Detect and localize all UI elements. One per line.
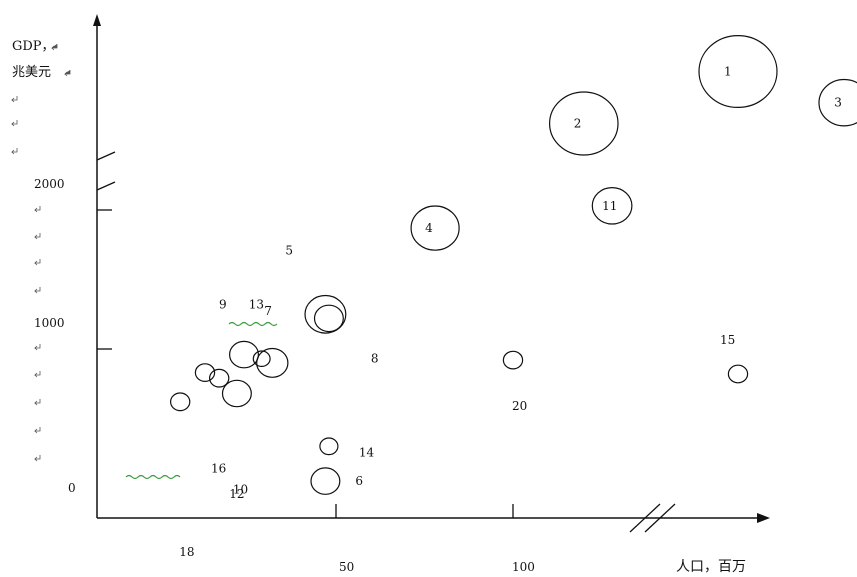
y-axis-arrow <box>93 14 101 26</box>
bubble-label-12: 12 <box>229 487 244 501</box>
bubble-2 <box>548 91 619 156</box>
x-axis-break-2 <box>644 503 676 533</box>
return-mark <box>34 287 41 294</box>
return-mark <box>34 206 41 213</box>
bubble-16 <box>194 363 216 383</box>
y-tick-label-2000: 2000 <box>34 177 65 191</box>
return-mark <box>11 148 18 155</box>
y-tick-label-1000: 1000 <box>34 316 65 330</box>
y-axis-break-2 <box>96 181 116 191</box>
x-tick-label-100: 100 <box>512 560 535 574</box>
bubble-14 <box>319 437 339 456</box>
return-mark <box>34 427 41 434</box>
bubble-layer <box>169 34 857 495</box>
wavy-underline-13-7 <box>228 321 278 327</box>
x-axis-break-1 <box>629 503 661 533</box>
bubble-13 <box>252 350 271 367</box>
bubble-8 <box>313 304 344 333</box>
y-axis-break-1 <box>96 151 116 161</box>
bubble-label-3: 3 <box>834 96 842 110</box>
bubble-label-14: 14 <box>359 445 375 459</box>
return-mark <box>34 371 41 378</box>
bubble-4 <box>410 205 460 251</box>
bubble-label-16: 16 <box>211 462 226 476</box>
bubble-12 <box>208 368 230 388</box>
bubble-20 <box>502 350 524 370</box>
y-axis-label-line-2: 兆美元 <box>12 65 51 80</box>
return-mark <box>34 233 41 240</box>
wavy-underline-18-16 <box>125 474 181 480</box>
bubble-label-10: 10 <box>233 483 248 497</box>
return-mark <box>34 455 41 462</box>
bubble-3 <box>818 78 857 127</box>
bubble-label-2: 2 <box>574 117 582 131</box>
y-axis-label-line-1: GDP， <box>12 39 55 54</box>
bubble-label-20: 20 <box>512 399 527 413</box>
bubble-label-15: 15 <box>720 333 735 347</box>
bubble-label-9: 9 <box>219 298 227 312</box>
return-mark <box>64 70 71 77</box>
x-axis-arrow <box>757 513 770 523</box>
bubble-label-7: 7 <box>264 304 272 318</box>
bubble-6 <box>310 467 341 495</box>
return-mark <box>11 96 18 103</box>
bubble-label-18: 18 <box>179 545 194 559</box>
return-mark <box>34 399 41 406</box>
return-mark <box>11 120 18 127</box>
bubble-label-1: 1 <box>724 65 732 79</box>
return-marks <box>11 44 71 462</box>
bubble-label-4: 4 <box>425 221 433 235</box>
x-axis-label: 人口，百万 <box>676 559 746 575</box>
bubble-label-6: 6 <box>355 474 363 488</box>
bubble-1 <box>698 34 778 109</box>
return-mark <box>34 344 41 351</box>
bubble-11 <box>591 187 633 225</box>
bubble-label-8: 8 <box>371 351 379 365</box>
bubble-7 <box>256 347 289 378</box>
return-mark <box>51 44 58 51</box>
bubble-15 <box>727 364 749 384</box>
axes <box>93 14 770 533</box>
bubble-label-13: 13 <box>249 298 264 312</box>
y-tick-label-0: 0 <box>68 481 76 495</box>
bubble-label-11: 11 <box>602 199 617 213</box>
x-tick-label-50: 50 <box>339 560 354 574</box>
bubble-9 <box>229 340 260 369</box>
bubble-10 <box>221 379 252 408</box>
bubble-5 <box>304 294 347 334</box>
bubble-label-5: 5 <box>285 243 293 257</box>
return-mark <box>34 259 41 266</box>
bubble-18 <box>169 392 191 412</box>
